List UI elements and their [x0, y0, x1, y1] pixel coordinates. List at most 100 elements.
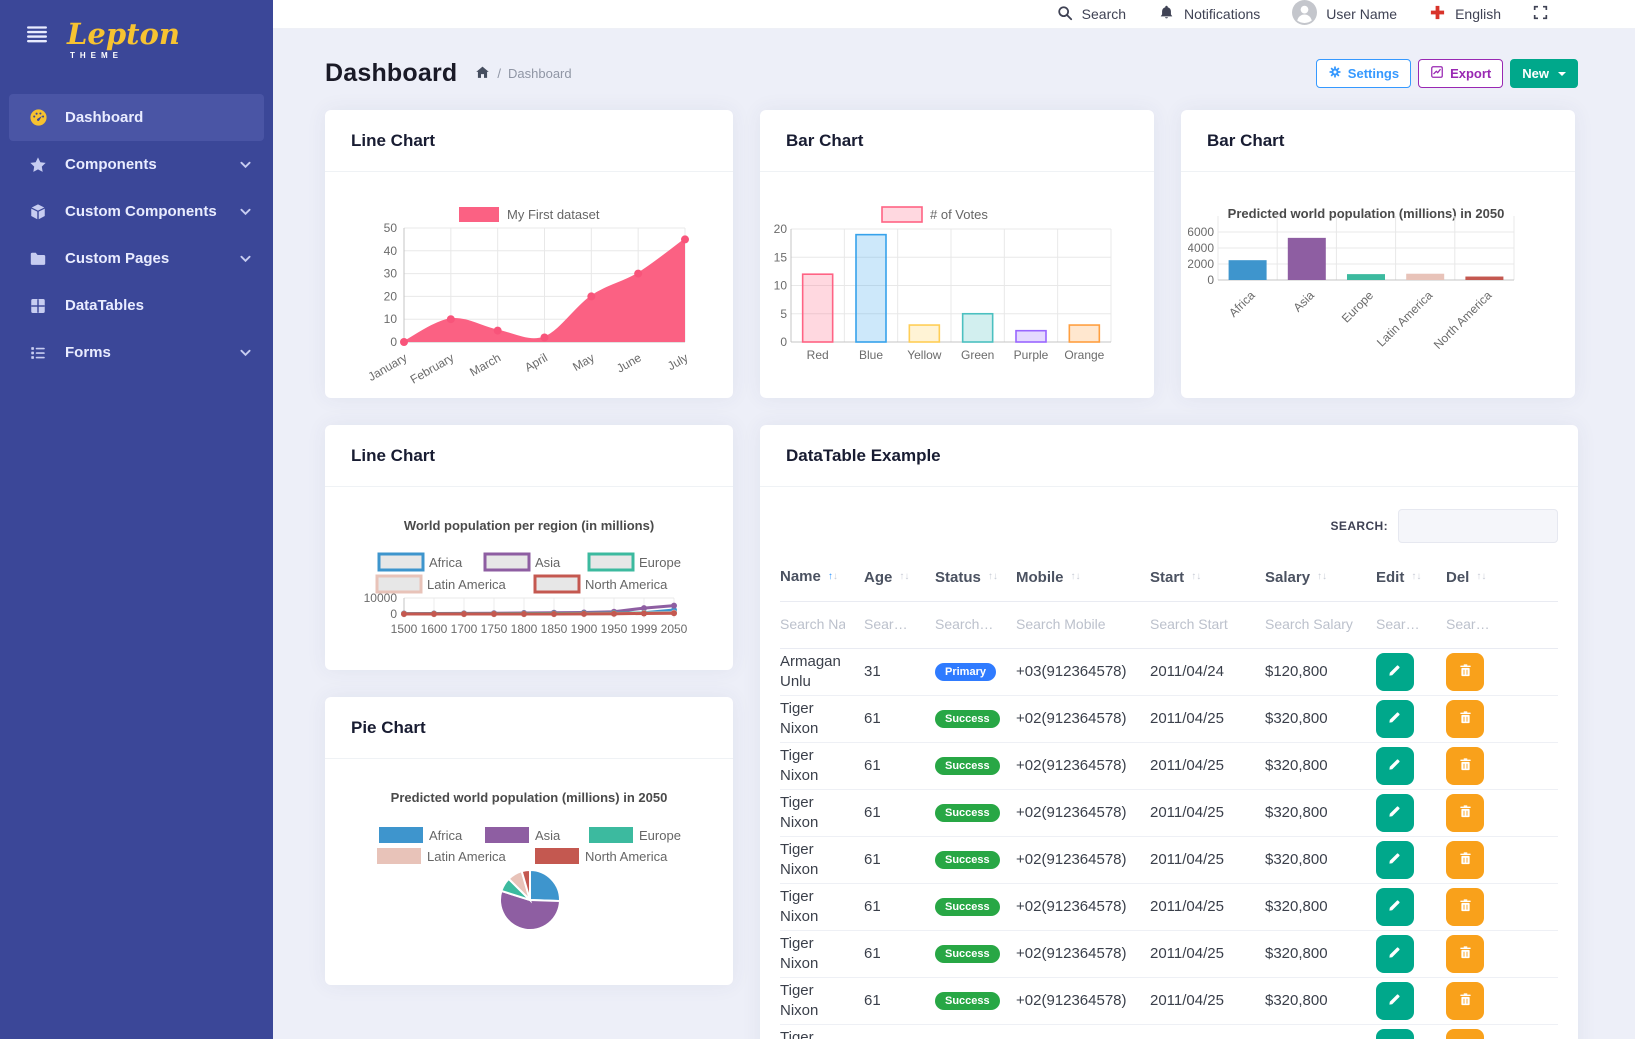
svg-text:Europe: Europe — [639, 555, 681, 570]
filter-cell — [1016, 616, 1150, 634]
svg-text:Latin America: Latin America — [427, 577, 507, 592]
column-header-mobile[interactable]: Mobile ↑ ↓ — [1016, 569, 1150, 586]
svg-text:2050: 2050 — [661, 622, 688, 636]
svg-text:Red: Red — [807, 348, 829, 362]
home-icon[interactable] — [475, 65, 490, 83]
status-badge: Success — [935, 757, 1000, 776]
sort-icon: ↑ ↓ — [1070, 571, 1081, 583]
column-header-edit[interactable]: Edit ↑ ↓ — [1376, 569, 1446, 586]
english-flag-icon — [1429, 4, 1446, 24]
column-header-name[interactable]: Name ↑ ↓ — [780, 567, 864, 587]
column-filter-input[interactable] — [935, 616, 1004, 633]
status-badge: Success — [935, 898, 1000, 917]
svg-text:0: 0 — [390, 335, 397, 349]
cell-name: Tiger Nixon — [780, 746, 819, 784]
edit-button[interactable] — [1376, 652, 1414, 691]
edit-button[interactable] — [1376, 1028, 1414, 1039]
column-filter-input[interactable] — [1016, 616, 1130, 633]
cell-start: 2011/04/25 — [1150, 710, 1224, 728]
cell-salary: $320,800 — [1265, 945, 1328, 963]
sidebar-item-datatables[interactable]: DataTables — [9, 282, 264, 329]
cell-mobile: +02(912364578) — [1016, 710, 1127, 728]
edit-button[interactable] — [1376, 699, 1414, 738]
breadcrumb-current: Dashboard — [508, 66, 572, 81]
cell-salary: $320,800 — [1265, 710, 1328, 728]
delete-button[interactable] — [1446, 981, 1484, 1020]
cell-del — [1446, 840, 1556, 879]
svg-text:2000: 2000 — [1188, 257, 1214, 271]
fullscreen-icon — [1533, 5, 1548, 23]
svg-text:10000: 10000 — [364, 591, 398, 605]
delete-button[interactable] — [1446, 934, 1484, 973]
new-button-label: New — [1522, 66, 1549, 81]
cell-del — [1446, 887, 1556, 926]
sidebar-menu: Dashboard Components Custom Components Cust… — [0, 94, 273, 376]
datatable-filter-row — [780, 602, 1558, 649]
fullscreen-toggle[interactable] — [1533, 5, 1548, 23]
cell-name: Tiger Nixon — [780, 934, 819, 972]
datatable-search-input[interactable] — [1398, 509, 1558, 543]
cell-start: 2011/04/25 — [1150, 804, 1224, 822]
svg-text:1850: 1850 — [541, 622, 568, 636]
pencil-icon — [1387, 662, 1403, 681]
column-header-age[interactable]: Age ↑ ↓ — [864, 569, 935, 586]
svg-text:World population per region (i: World population per region (in millions… — [404, 518, 654, 533]
cell-start: 2011/04/25 — [1150, 945, 1224, 963]
sidebar-item-forms[interactable]: Forms — [9, 329, 264, 376]
svg-text:30: 30 — [384, 267, 398, 281]
sidebar-item-custom-pages[interactable]: Custom Pages — [9, 235, 264, 282]
svg-text:Blue: Blue — [859, 348, 883, 362]
column-filter-input[interactable] — [1446, 616, 1540, 633]
edit-button[interactable] — [1376, 793, 1414, 832]
topbar-notifications[interactable]: Notifications — [1158, 4, 1260, 24]
edit-button[interactable] — [1376, 981, 1414, 1020]
new-button[interactable]: New — [1510, 59, 1578, 88]
cell-status: Success — [935, 991, 1016, 1011]
edit-button[interactable] — [1376, 887, 1414, 926]
edit-button[interactable] — [1376, 840, 1414, 879]
topbar-language[interactable]: English — [1429, 4, 1501, 24]
delete-button[interactable] — [1446, 746, 1484, 785]
delete-button[interactable] — [1446, 1028, 1484, 1039]
topbar-user[interactable]: User Name — [1292, 0, 1397, 28]
svg-text:5: 5 — [780, 307, 787, 321]
page-content: Dashboard / Dashboard Settings Export — [273, 29, 1635, 1039]
sidebar-item-components[interactable]: Components — [9, 141, 264, 188]
settings-button[interactable]: Settings — [1315, 59, 1412, 88]
table-row: Tiger Nixon 61 Success +02(912364578) 2011/0… — [780, 743, 1558, 790]
delete-button[interactable] — [1446, 887, 1484, 926]
svg-text:20: 20 — [774, 222, 788, 236]
sidebar-item-custom-components[interactable]: Custom Components — [9, 188, 264, 235]
column-filter-input[interactable] — [780, 616, 845, 633]
cell-del — [1446, 746, 1556, 785]
column-header-start[interactable]: Start ↑ ↓ — [1150, 569, 1265, 586]
delete-button[interactable] — [1446, 793, 1484, 832]
pie-chart-canvas: Predicted world population (millions) in… — [325, 759, 733, 985]
cell-name: Tiger Nixon — [780, 840, 819, 878]
svg-text:Latin America: Latin America — [427, 849, 507, 864]
column-filter-input[interactable] — [864, 616, 925, 633]
sidebar-item-dashboard[interactable]: Dashboard — [9, 94, 264, 141]
cell-mobile: +02(912364578) — [1016, 898, 1127, 916]
table-row: Armagan Unlu 31 Primary +03(912364578) 2011/… — [780, 649, 1558, 696]
logo[interactable]: Lepton THEME — [67, 20, 180, 61]
svg-text:20: 20 — [384, 289, 398, 303]
column-header-status[interactable]: Status ↑ ↓ — [935, 569, 1016, 586]
edit-button[interactable] — [1376, 746, 1414, 785]
topbar-search[interactable]: Search — [1057, 5, 1126, 24]
table-row: Tiger Nixon 61 Success +02(912364578) 2011/0… — [780, 790, 1558, 837]
cell-name: Tiger Nixon — [780, 1028, 814, 1039]
column-filter-input[interactable] — [1376, 616, 1436, 633]
column-filter-input[interactable] — [1265, 616, 1360, 633]
edit-button[interactable] — [1376, 934, 1414, 973]
menu-toggle-icon[interactable] — [27, 26, 47, 48]
delete-button[interactable] — [1446, 840, 1484, 879]
column-filter-input[interactable] — [1150, 616, 1248, 633]
filter-cell — [780, 614, 864, 636]
delete-button[interactable] — [1446, 699, 1484, 738]
column-header-del[interactable]: Del ↑ ↓ — [1446, 569, 1556, 586]
column-label: Edit — [1376, 568, 1405, 586]
delete-button[interactable] — [1446, 652, 1484, 691]
export-button[interactable]: Export — [1418, 59, 1504, 88]
column-header-salary[interactable]: Salary ↑ ↓ — [1265, 569, 1376, 586]
